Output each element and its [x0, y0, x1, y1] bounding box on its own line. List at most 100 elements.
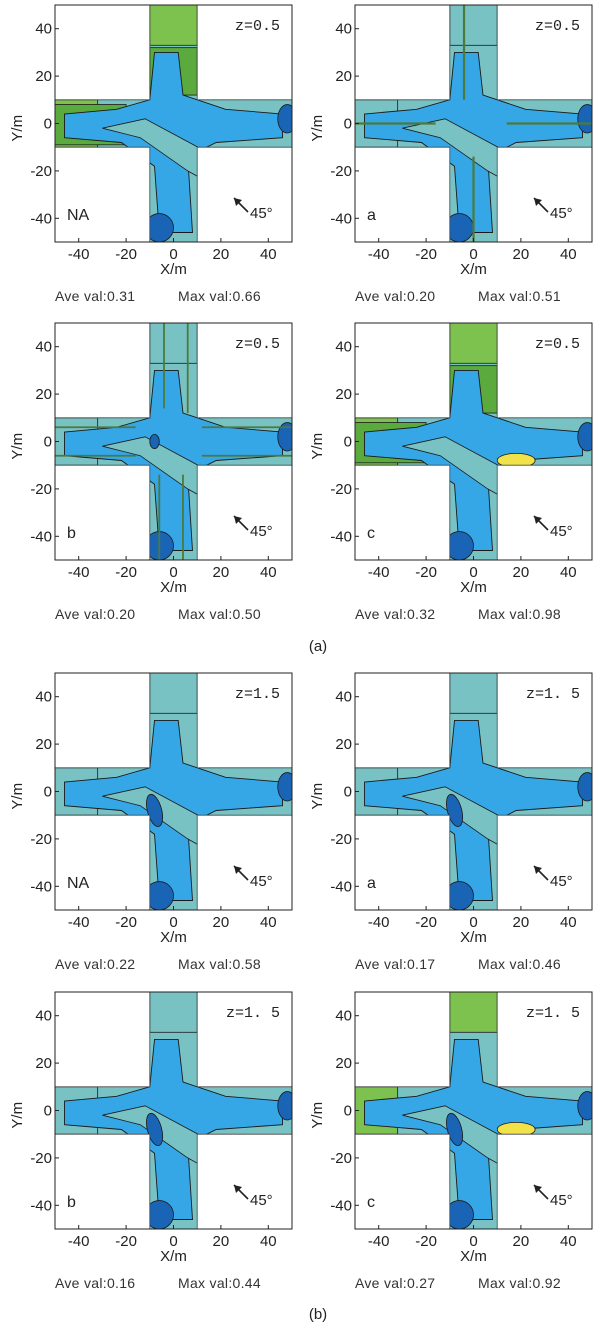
- height-label: z=0.5: [235, 18, 280, 35]
- y-tick-label: -40: [30, 528, 52, 545]
- y-tick-label: 40: [335, 1008, 352, 1025]
- height-label: z=1. 5: [526, 1005, 580, 1022]
- y-tick-label: -20: [330, 481, 352, 498]
- x-tick-label: -40: [68, 914, 90, 931]
- y-tick-label: -40: [30, 210, 52, 227]
- wind-direction-label: 45°: [550, 1192, 573, 1209]
- y-tick-label: 20: [35, 736, 52, 753]
- x-tick-label: 0: [469, 246, 477, 263]
- contour-plot: -40 -20 0 20 40 40 20 0 -20 -40 X/m Y/m z=0.5 b 45°: [9, 322, 293, 596]
- x-tick-label: -40: [368, 914, 390, 931]
- contour-band-north: [449, 5, 498, 46]
- x-tick-label: 0: [469, 914, 477, 931]
- y-tick-label: -20: [30, 831, 52, 848]
- y-tick-label: -20: [330, 831, 352, 848]
- contour-low-south: [444, 213, 474, 242]
- x-axis-label: X/m: [460, 929, 487, 946]
- contour-panel-a-b: -40 -20 0 20 40 40 20 0 -20 -40 X/m Y/m z=0.5 b 45° Ave…: [0, 318, 300, 648]
- contour-band-north: [449, 673, 498, 714]
- height-label: z=1. 5: [526, 686, 580, 703]
- y-tick-label: -20: [30, 481, 52, 498]
- y-axis-label: Y/m: [309, 115, 326, 142]
- case-label: c: [367, 1194, 375, 1211]
- x-axis-label: X/m: [160, 929, 187, 946]
- x-tick-label: -20: [115, 1233, 137, 1250]
- section-label-a: (a): [308, 638, 328, 655]
- x-axis-label: X/m: [160, 1248, 187, 1265]
- contour-low-south: [144, 881, 174, 910]
- wind-direction-label: 45°: [550, 205, 573, 222]
- average-value: Ave val:0.22: [55, 956, 136, 972]
- contour-band-north: [449, 992, 498, 1033]
- x-tick-label: -20: [415, 1233, 437, 1250]
- max-value: Max val:0.46: [478, 956, 561, 972]
- case-label: a: [367, 207, 376, 224]
- contour-panel-b-b: -40 -20 0 20 40 40 20 0 -20 -40 X/m Y/m z=1. 5 b 45° Av…: [0, 987, 300, 1317]
- contour-low-east: [277, 104, 292, 134]
- contour-band-north: [149, 323, 198, 364]
- y-tick-label: 0: [44, 434, 52, 451]
- contour-panel-b-a: -40 -20 0 20 40 40 20 0 -20 -40 X/m Y/m z=1. 5 a 45° Av…: [300, 668, 600, 998]
- y-axis-label: Y/m: [309, 1102, 326, 1129]
- contour-low-east: [577, 104, 592, 134]
- x-tick-label: -20: [115, 246, 137, 263]
- wind-direction-label: 45°: [550, 523, 573, 540]
- max-value: Max val:0.58: [178, 956, 261, 972]
- contour-plot: -40 -20 0 20 40 40 20 0 -20 -40 X/m Y/m z=1. 5 c 45°: [309, 991, 593, 1265]
- contour-panel-b-c: -40 -20 0 20 40 40 20 0 -20 -40 X/m Y/m z=1. 5 c 45° Av…: [300, 987, 600, 1317]
- x-tick-label: 0: [169, 564, 177, 581]
- y-tick-label: -20: [330, 1150, 352, 1167]
- case-label: b: [67, 1194, 76, 1211]
- contour-band-north: [149, 5, 198, 46]
- y-tick-label: 0: [344, 1103, 352, 1120]
- y-axis-label: Y/m: [9, 433, 26, 460]
- wind-arrow-head: [234, 516, 242, 524]
- y-tick-label: -20: [30, 163, 52, 180]
- y-tick-label: 20: [335, 736, 352, 753]
- contour-panel-a-a: -40 -20 0 20 40 40 20 0 -20 -40 X/m Y/m z=0.5 a 45° Ave…: [300, 0, 600, 330]
- x-tick-label: -40: [68, 1233, 90, 1250]
- average-value: Ave val:0.31: [55, 288, 136, 304]
- x-tick-label: 40: [560, 564, 577, 581]
- wind-direction-label: 45°: [250, 1192, 273, 1209]
- x-tick-label: -40: [368, 246, 390, 263]
- y-axis-label: Y/m: [9, 783, 26, 810]
- y-tick-label: 20: [35, 386, 52, 403]
- contour-plot: -40 -20 0 20 40 40 20 0 -20 -40 X/m Y/m z=1. 5 b 45°: [9, 991, 293, 1265]
- x-tick-label: 20: [513, 1233, 530, 1250]
- x-tick-label: 40: [260, 914, 277, 931]
- y-tick-label: 40: [35, 21, 52, 38]
- x-tick-label: 40: [260, 1233, 277, 1250]
- y-tick-label: 20: [335, 386, 352, 403]
- x-tick-label: 0: [169, 246, 177, 263]
- height-label: z=1.5: [235, 686, 280, 703]
- x-tick-label: 0: [469, 564, 477, 581]
- y-tick-label: 40: [35, 689, 52, 706]
- wind-arrow-head: [534, 866, 542, 874]
- y-tick-label: 0: [44, 784, 52, 801]
- contour-band-north: [149, 673, 198, 714]
- x-tick-label: -40: [68, 246, 90, 263]
- max-value: Max val:0.98: [478, 606, 561, 622]
- contour-low-center: [446, 793, 464, 827]
- x-tick-label: 20: [213, 914, 230, 931]
- contour-low-south: [444, 531, 474, 560]
- contour-low-east: [277, 772, 292, 802]
- y-tick-label: 40: [35, 1008, 52, 1025]
- contour-panel-a-na: -40 -20 0 20 40 40 20 0 -20 -40 X/m Y/m z=0.5 NA 45° Av…: [0, 0, 300, 330]
- contour-low-south: [144, 1200, 174, 1229]
- y-tick-label: 0: [344, 784, 352, 801]
- x-tick-label: 20: [213, 1233, 230, 1250]
- case-label: b: [67, 525, 76, 542]
- y-tick-label: 20: [35, 1055, 52, 1072]
- wind-arrow-head: [234, 866, 242, 874]
- y-tick-label: 20: [335, 1055, 352, 1072]
- contour-low-center: [149, 433, 160, 450]
- contour-plot: -40 -20 0 20 40 40 20 0 -20 -40 X/m Y/m z=1.5 NA 45°: [9, 672, 293, 946]
- x-tick-label: 20: [513, 564, 530, 581]
- wind-direction-label: 45°: [250, 205, 273, 222]
- average-value: Ave val:0.17: [355, 956, 436, 972]
- contour-plot: -40 -20 0 20 40 40 20 0 -20 -40 X/m Y/m z=0.5 a 45°: [309, 4, 593, 278]
- wind-arrow-head: [234, 198, 242, 206]
